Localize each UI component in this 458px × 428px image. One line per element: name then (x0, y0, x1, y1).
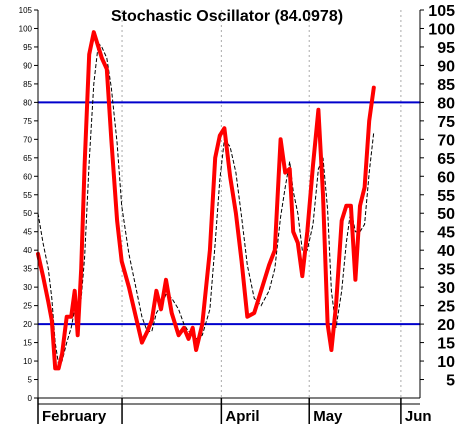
y-tick-label-right: 80 (437, 95, 455, 112)
y-tick-label-right: 95 (437, 40, 455, 57)
y-tick-label-right: 35 (437, 262, 455, 279)
y-tick-label-right: 105 (428, 3, 455, 20)
month-label: May (313, 408, 343, 425)
y-tick-label-left: 85 (23, 80, 32, 89)
y-tick-label-left: 30 (23, 283, 32, 292)
chart-title: Stochastic Oscillator (84.0978) (111, 8, 343, 25)
y-tick-label-left: 60 (23, 172, 32, 181)
y-tick-label-left: 45 (23, 228, 32, 237)
y-tick-label-right: 65 (437, 151, 455, 168)
y-tick-label-left: 10 (23, 357, 32, 366)
y-tick-label-right: 50 (437, 206, 455, 223)
y-tick-label-right: 70 (437, 132, 455, 149)
y-tick-label-left: 15 (23, 339, 32, 348)
y-tick-label-left: 90 (23, 61, 32, 70)
y-tick-label-left: 55 (23, 191, 32, 200)
y-tick-label-left: 70 (23, 135, 32, 144)
y-tick-label-left: 105 (19, 6, 33, 15)
plot-frame (37, 10, 421, 405)
y-tick-label-right: 40 (437, 243, 455, 260)
series-layer (36, 30, 376, 371)
y-axis-left: 0 5 10 15 20 25 30 35 40 45 50 55 60 65 70 75 80 85 90 95 10… (19, 6, 38, 403)
month-label: Jun (405, 408, 432, 425)
y-tick-label-left: 80 (23, 98, 32, 107)
y-tick-label-right: 85 (437, 77, 455, 94)
month-label: April (225, 408, 259, 425)
x-axis-months: February April May Jun (37, 398, 432, 425)
y-tick-label-left: 65 (23, 154, 32, 163)
y-tick-label-right: 60 (437, 169, 455, 186)
y-tick-label-left: 25 (23, 302, 32, 311)
y-tick-label-right: 90 (437, 58, 455, 75)
y-tick-label-right: 25 (437, 299, 455, 316)
y-tick-label-right: 75 (437, 114, 455, 131)
y-tick-label-right: 20 (437, 317, 455, 334)
y-tick-label-right: 30 (437, 280, 455, 297)
percent-k-line (36, 30, 376, 371)
y-tick-label-left: 5 (28, 376, 33, 385)
y-tick-label-right: 15 (437, 336, 455, 353)
y-tick-label-right: 55 (437, 188, 455, 205)
y-tick-label-left: 95 (23, 43, 32, 52)
reference-lines (38, 101, 420, 326)
y-tick-label-right: 5 (446, 373, 455, 390)
y-tick-label-right: 10 (437, 354, 455, 371)
y-tick-label-left: 20 (23, 320, 32, 329)
y-tick-label-left: 0 (28, 394, 33, 403)
y-tick-label-left: 50 (23, 209, 32, 218)
y-tick-label-left: 100 (19, 24, 33, 33)
y-tick-label-left: 40 (23, 246, 32, 255)
y-tick-label-right: 100 (428, 21, 455, 38)
y-tick-label-left: 35 (23, 265, 32, 274)
y-tick-label-left: 75 (23, 117, 32, 126)
y-tick-label-right: 45 (437, 225, 455, 242)
month-label: February (42, 408, 107, 425)
